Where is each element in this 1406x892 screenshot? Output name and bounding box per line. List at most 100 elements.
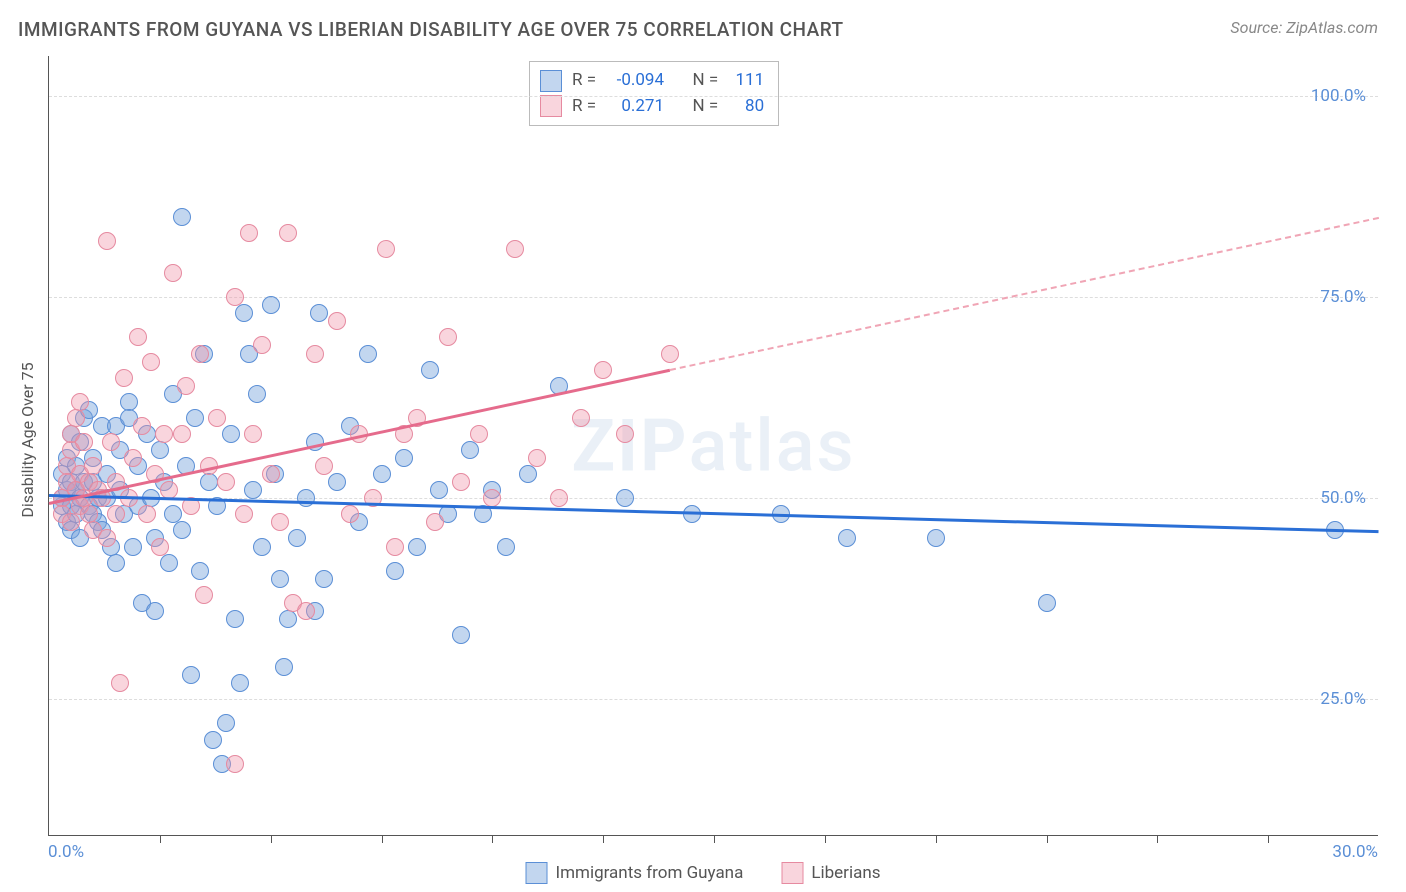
- data-point: [191, 562, 209, 580]
- swatch-blue-icon: [526, 862, 548, 884]
- data-point: [244, 425, 262, 443]
- data-point: [75, 433, 93, 451]
- data-point: [191, 345, 209, 363]
- data-point: [217, 714, 235, 732]
- x-tick: [714, 835, 715, 843]
- data-point: [146, 602, 164, 620]
- x-tick: [160, 835, 161, 843]
- data-point: [235, 304, 253, 322]
- data-point: [182, 666, 200, 684]
- data-point: [359, 345, 377, 363]
- data-point: [315, 457, 333, 475]
- gridline: [49, 96, 1378, 97]
- data-point: [386, 562, 404, 580]
- x-tick: [382, 835, 383, 843]
- n-value-liberians: 80: [728, 94, 764, 120]
- plot-area: ZIPatlas R = -0.094 N = 111 R = 0.271 N …: [48, 56, 1378, 836]
- data-point: [262, 465, 280, 483]
- data-point: [439, 328, 457, 346]
- data-point: [395, 449, 413, 467]
- data-point: [164, 264, 182, 282]
- data-point: [616, 425, 634, 443]
- legend-item-guyana: Immigrants from Guyana: [526, 862, 744, 884]
- data-point: [240, 224, 258, 242]
- data-point: [279, 610, 297, 628]
- data-point: [297, 602, 315, 620]
- stats-row-guyana: R = -0.094 N = 111: [540, 68, 764, 94]
- data-point: [306, 345, 324, 363]
- data-point: [253, 336, 271, 354]
- data-point: [107, 505, 125, 523]
- data-point: [572, 409, 590, 427]
- data-point: [616, 489, 634, 507]
- x-tick: [825, 835, 826, 843]
- data-point: [550, 489, 568, 507]
- data-point: [204, 731, 222, 749]
- data-point: [927, 529, 945, 547]
- trend-line: [669, 217, 1379, 371]
- x-tick: [271, 835, 272, 843]
- x-tick: [936, 835, 937, 843]
- swatch-pink-icon: [540, 95, 562, 117]
- data-point: [142, 353, 160, 371]
- data-point: [208, 409, 226, 427]
- data-point: [315, 570, 333, 588]
- data-point: [200, 473, 218, 491]
- swatch-pink-icon: [781, 862, 803, 884]
- data-point: [235, 505, 253, 523]
- data-point: [838, 529, 856, 547]
- bottom-legend: Immigrants from Guyana Liberians: [526, 862, 881, 884]
- data-point: [275, 658, 293, 676]
- data-point: [173, 425, 191, 443]
- data-point: [133, 417, 151, 435]
- data-point: [217, 473, 235, 491]
- x-tick: [1157, 835, 1158, 843]
- data-point: [497, 538, 515, 556]
- data-point: [594, 361, 612, 379]
- data-point: [151, 441, 169, 459]
- data-point: [151, 538, 169, 556]
- r-value-liberians: 0.271: [606, 94, 664, 120]
- data-point: [262, 296, 280, 314]
- legend-item-liberians: Liberians: [781, 862, 880, 884]
- data-point: [279, 224, 297, 242]
- data-point: [107, 554, 125, 572]
- data-point: [177, 377, 195, 395]
- data-point: [386, 538, 404, 556]
- data-point: [124, 449, 142, 467]
- y-tick-label: 50.0%: [1320, 488, 1366, 508]
- data-point: [461, 441, 479, 459]
- data-point: [155, 425, 173, 443]
- watermark: ZIPatlas: [571, 403, 855, 488]
- data-point: [377, 240, 395, 258]
- data-point: [173, 521, 191, 539]
- data-point: [129, 328, 147, 346]
- data-point: [506, 240, 524, 258]
- data-point: [111, 674, 129, 692]
- data-point: [271, 570, 289, 588]
- y-tick-label: 100.0%: [1311, 86, 1366, 106]
- source-attribution: Source: ZipAtlas.com: [1230, 18, 1378, 37]
- data-point: [195, 586, 213, 604]
- data-point: [1038, 594, 1056, 612]
- data-point: [138, 505, 156, 523]
- data-point: [297, 489, 315, 507]
- data-point: [231, 674, 249, 692]
- data-point: [426, 513, 444, 531]
- data-point: [98, 232, 116, 250]
- data-point: [483, 489, 501, 507]
- data-point: [173, 208, 191, 226]
- y-tick-label: 25.0%: [1320, 689, 1366, 709]
- data-point: [248, 385, 266, 403]
- x-tick: [492, 835, 493, 843]
- data-point: [528, 449, 546, 467]
- data-point: [271, 513, 289, 531]
- data-point: [661, 345, 679, 363]
- y-axis-title: Disability Age Over 75: [18, 362, 37, 517]
- data-point: [226, 288, 244, 306]
- data-point: [328, 312, 346, 330]
- data-point: [452, 473, 470, 491]
- data-point: [160, 554, 178, 572]
- data-point: [124, 538, 142, 556]
- data-point: [98, 529, 116, 547]
